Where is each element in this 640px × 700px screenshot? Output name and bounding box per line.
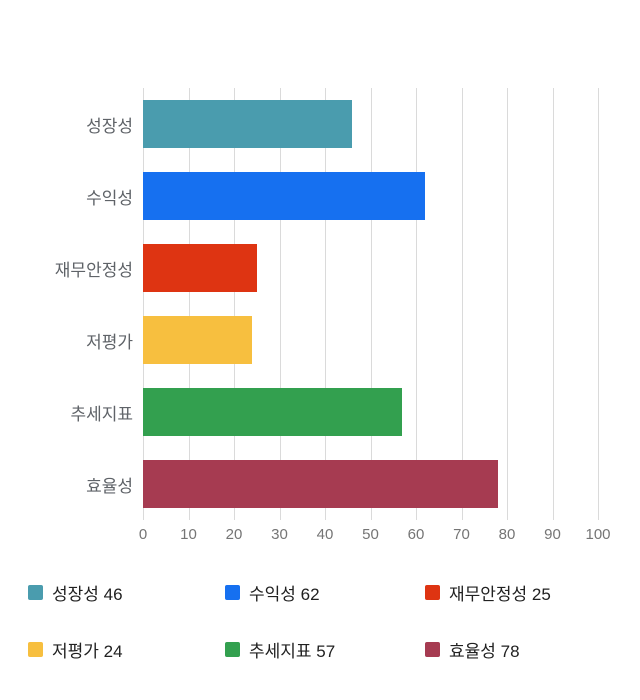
- category-label: 성장성: [86, 116, 133, 136]
- legend-label: 성장성 46: [52, 585, 123, 604]
- gridline: [461, 88, 463, 520]
- plot-area: [143, 88, 599, 520]
- gridline: [507, 88, 508, 520]
- x-tick-label: 70: [453, 526, 470, 543]
- legend-swatch-icon: [225, 642, 240, 657]
- x-tick-label: 30: [271, 526, 288, 543]
- x-tick-label: 90: [544, 526, 561, 543]
- legend-label: 저평가 24: [52, 642, 123, 661]
- x-tick-label: 40: [316, 526, 334, 543]
- legend: 성장성 46 수익성 62 재무안정성 25 저평가 24 추세지표 57 효율성 78: [28, 580, 612, 662]
- category-label: 추세지표: [70, 404, 133, 424]
- bar[interactable]: [143, 460, 498, 508]
- gridline: [143, 88, 144, 520]
- bar[interactable]: [143, 100, 353, 148]
- legend-swatch-icon: [425, 642, 440, 657]
- legend-item[interactable]: 수익성 62: [225, 580, 425, 605]
- gridline: [370, 88, 372, 520]
- legend-swatch-icon: [28, 642, 43, 657]
- bar[interactable]: [143, 388, 403, 436]
- gridline: [325, 88, 326, 520]
- legend-swatch-icon: [425, 585, 440, 600]
- bar[interactable]: [143, 244, 257, 292]
- x-tick-label: 100: [585, 526, 611, 543]
- legend-item[interactable]: 효율성 78: [425, 637, 612, 662]
- legend-label: 수익성 62: [249, 585, 320, 604]
- bar[interactable]: [143, 316, 253, 364]
- category-label: 저평가: [86, 332, 133, 352]
- x-axis: 0 10 20 30 40 50 60 70 80 90 100: [0, 526, 640, 550]
- gridline: [598, 88, 599, 520]
- gridline: [188, 88, 190, 520]
- legend-item[interactable]: 성장성 46: [28, 580, 225, 605]
- x-tick-label: 0: [138, 526, 148, 543]
- category-label: 효율성: [86, 476, 133, 496]
- legend-label: 재무안정성 25: [449, 585, 551, 604]
- legend-swatch-icon: [225, 585, 240, 600]
- legend-swatch-icon: [28, 585, 43, 600]
- x-tick-label: 10: [180, 526, 197, 543]
- category-label: 재무안정성: [54, 260, 133, 280]
- gridline: [552, 88, 554, 520]
- bar[interactable]: [143, 172, 426, 220]
- x-tick-label: 60: [407, 526, 425, 543]
- gridline: [279, 88, 281, 520]
- x-tick-label: 80: [498, 526, 516, 543]
- gridline: [416, 88, 417, 520]
- x-tick-label: 50: [362, 526, 379, 543]
- legend-item[interactable]: 추세지표 57: [225, 637, 425, 662]
- legend-item[interactable]: 재무안정성 25: [425, 580, 612, 605]
- legend-item[interactable]: 저평가 24: [28, 637, 225, 662]
- legend-label: 추세지표 57: [249, 642, 336, 661]
- category-label: 수익성: [86, 188, 133, 208]
- gridline: [234, 88, 235, 520]
- x-tick-label: 20: [225, 526, 243, 543]
- legend-label: 효율성 78: [449, 642, 520, 661]
